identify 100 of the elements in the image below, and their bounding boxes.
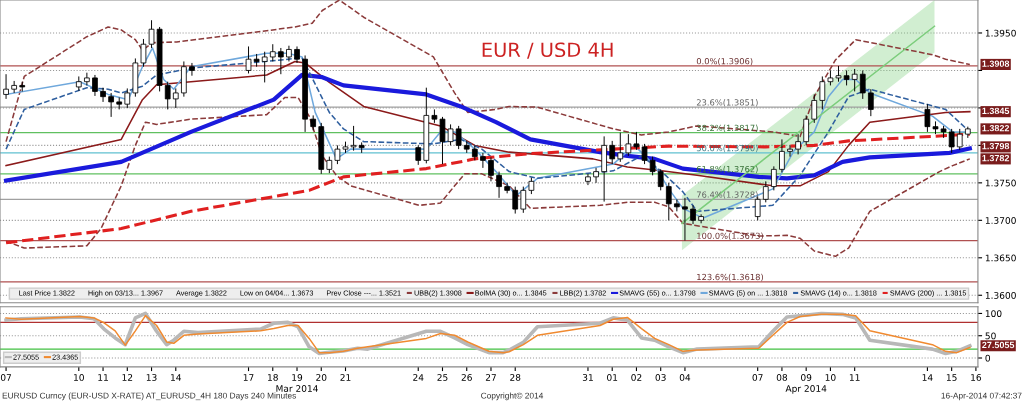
x-tick-label: 13 bbox=[146, 374, 157, 381]
x-tick-label: 10 bbox=[825, 374, 836, 381]
candlestick bbox=[3, 73, 9, 100]
candlestick bbox=[100, 87, 106, 103]
annotation: 1.3782 bbox=[982, 154, 1010, 162]
candlestick bbox=[924, 103, 931, 133]
y-tick-label: 100 bbox=[985, 310, 1002, 318]
x-tick-label: 24 bbox=[413, 374, 424, 381]
candlestick bbox=[172, 87, 179, 109]
x-tick-label: 04 bbox=[679, 374, 691, 381]
annotation: 1.3822 bbox=[982, 124, 1010, 132]
candlestick bbox=[657, 168, 664, 191]
x-tick-label: 16 bbox=[971, 374, 982, 381]
ref-line-label: 23.6%(1.3851) bbox=[696, 99, 758, 107]
candlestick bbox=[665, 182, 672, 221]
x-tick-label: 01 bbox=[607, 374, 618, 381]
x-tick-label: 02 bbox=[631, 374, 642, 381]
x2-tick-label: Mar 2014 bbox=[276, 385, 318, 392]
y-tick-label: 1.3650 bbox=[985, 254, 1016, 262]
y-tick-label: 1.3600 bbox=[985, 291, 1016, 299]
x-tick-label: 17 bbox=[243, 374, 254, 381]
candlestick bbox=[11, 80, 17, 94]
y-tick-label: 1.3950 bbox=[985, 29, 1016, 37]
y-tick-label: 50 bbox=[985, 332, 996, 340]
candlestick bbox=[480, 152, 486, 169]
text: Copyright© 2014 bbox=[481, 392, 544, 401]
candlestick bbox=[520, 186, 527, 214]
x-tick-label: 25 bbox=[437, 374, 448, 381]
candlestick bbox=[261, 51, 268, 83]
x-tick-label: 21 bbox=[340, 374, 351, 381]
x-tick-label: 09 bbox=[801, 374, 812, 381]
candlestick bbox=[334, 144, 341, 165]
ref-line-label: 100.0%(1.3673) bbox=[697, 232, 763, 240]
x2-tick-label: Apr 2014 bbox=[785, 385, 827, 394]
candlestick bbox=[415, 144, 422, 166]
x-tick-label: 19 bbox=[292, 374, 303, 381]
candlestick bbox=[488, 156, 494, 182]
x-tick-label: 28 bbox=[510, 374, 521, 381]
x-tick-label: 14 bbox=[922, 374, 933, 381]
ref-line-label: 123.6%(1.3618) bbox=[697, 273, 763, 282]
candlestick bbox=[795, 133, 801, 155]
candlestick bbox=[811, 93, 818, 124]
candlestick bbox=[771, 165, 777, 191]
candlestick bbox=[803, 114, 810, 146]
x-tick-label: 31 bbox=[582, 374, 593, 381]
candlestick bbox=[164, 81, 171, 110]
candlestick bbox=[956, 128, 963, 151]
annotation: 1.3798 bbox=[982, 142, 1010, 150]
candlestick bbox=[512, 186, 519, 215]
y-tick-label: 1.3700 bbox=[985, 217, 1016, 224]
x-tick-label: 26 bbox=[461, 374, 472, 381]
candlestick bbox=[504, 182, 510, 194]
candlestick bbox=[948, 128, 955, 154]
candlestick bbox=[867, 88, 874, 117]
x-tick-label: 20 bbox=[316, 374, 327, 381]
candlestick bbox=[245, 45, 252, 74]
candlestick bbox=[674, 198, 680, 212]
candlestick bbox=[762, 180, 769, 203]
candlestick bbox=[690, 204, 696, 225]
candlestick bbox=[585, 173, 591, 186]
candlestick bbox=[496, 171, 502, 199]
candlestick bbox=[649, 156, 656, 176]
candlestick bbox=[779, 138, 785, 173]
y-tick-label: 1.3750 bbox=[985, 179, 1016, 187]
x-tick-label: 07 bbox=[752, 374, 763, 381]
text: EUR / USD 4H bbox=[482, 42, 613, 59]
y-tick-label: 0 bbox=[985, 354, 991, 362]
x-tick-label: 18 bbox=[268, 374, 278, 381]
x-tick-label: 14 bbox=[171, 374, 182, 381]
candlestick bbox=[617, 132, 624, 163]
annotation: 1.3908 bbox=[982, 60, 1010, 67]
candlestick bbox=[625, 133, 632, 157]
candlestick bbox=[278, 47, 284, 75]
line-series bbox=[5, 0, 971, 143]
candlestick bbox=[92, 74, 98, 97]
ref-line-label: 0.0%(1.3906) bbox=[696, 57, 753, 66]
annotation: 27.5055 bbox=[982, 341, 1015, 349]
x-tick-label: 12 bbox=[122, 374, 133, 381]
candlestick bbox=[455, 125, 462, 150]
x-tick-label: 11 bbox=[849, 374, 860, 381]
x-tick-label: 11 bbox=[98, 374, 108, 381]
candlestick bbox=[189, 62, 195, 77]
x-tick-label: 27 bbox=[485, 374, 496, 381]
text: EURUSD Curncy (EUR-USD X-RATE) AT_EURUSD_4H 180 Days 240 Minutes bbox=[2, 392, 296, 401]
candlestick bbox=[108, 92, 114, 118]
x-tick-label: 03 bbox=[655, 374, 666, 381]
candlestick bbox=[682, 197, 688, 242]
candlestick bbox=[859, 69, 866, 100]
x-tick-label: 08 bbox=[776, 374, 788, 381]
candlestick bbox=[84, 72, 90, 86]
candlestick bbox=[609, 140, 616, 165]
text: 16-Apr-2014 07:42:37 bbox=[941, 392, 1022, 401]
candlestick bbox=[819, 75, 826, 110]
candlestick bbox=[851, 68, 858, 92]
candlestick bbox=[787, 144, 793, 158]
x-tick-label: 10 bbox=[74, 374, 84, 381]
candlestick bbox=[124, 87, 131, 109]
annotation: 1.3845 bbox=[982, 107, 1010, 115]
candlestick bbox=[350, 125, 357, 152]
candlestick bbox=[593, 167, 599, 184]
